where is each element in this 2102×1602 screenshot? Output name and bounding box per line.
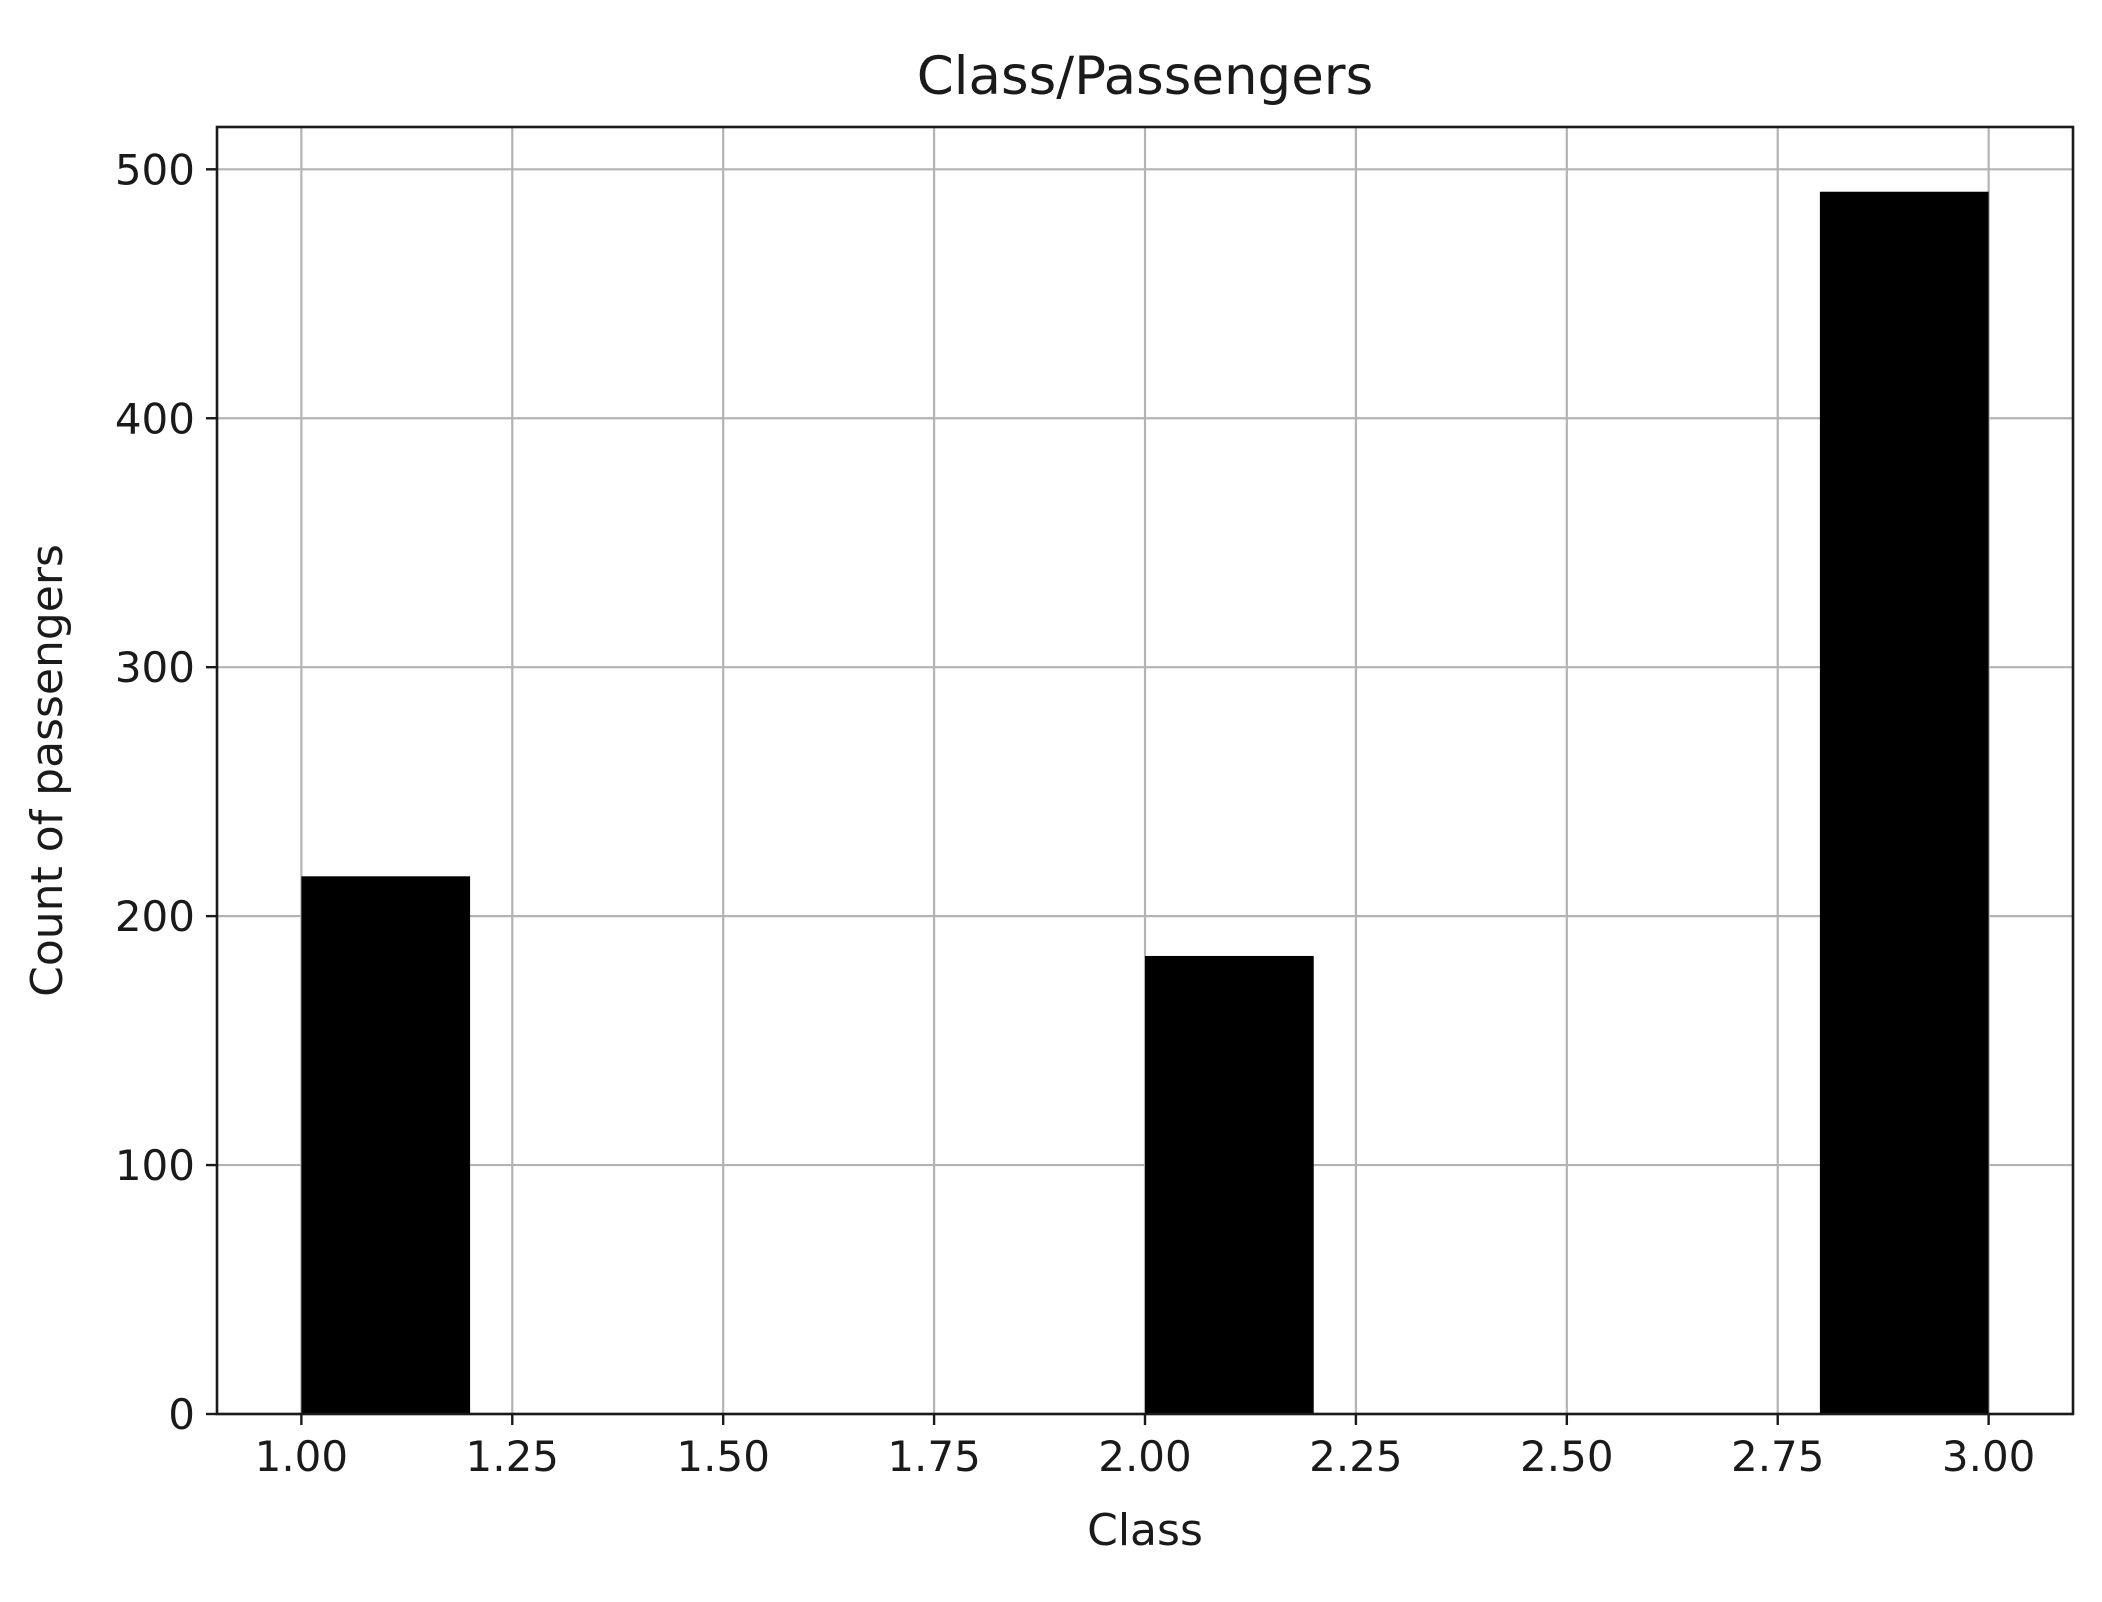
chart-title: Class/Passengers [917,46,1373,107]
x-tick-label: 3.00 [1942,1432,2036,1481]
histogram-bar [301,876,471,1414]
y-tick-label: 0 [168,1390,195,1439]
y-tick-label: 400 [115,394,195,443]
x-tick-label: 1.50 [676,1432,770,1481]
x-tick-label: 2.75 [1731,1432,1825,1481]
y-tick-label: 200 [115,892,195,941]
x-tick-label: 2.00 [1098,1432,1192,1481]
x-tick-label: 1.00 [255,1432,349,1481]
x-tick-label: 1.25 [466,1432,560,1481]
y-tick-label: 300 [115,643,195,692]
y-tick-label: 500 [115,145,195,194]
histogram-bar [1145,955,1314,1414]
y-tick-label: 100 [115,1141,195,1190]
x-axis-title: Class [1087,1505,1203,1556]
y-axis-title: Count of passengers [22,544,73,997]
histogram-bar [1819,191,1989,1415]
x-tick-label: 2.25 [1309,1432,1403,1481]
x-tick-label: 2.50 [1520,1432,1614,1481]
ticks-layer: 1.00 1.25 1.50 1.75 2.00 2.25 2.50 2.75 3.00 0 100… [115,145,2036,1481]
grid-layer [217,127,2073,1416]
x-tick-label: 1.75 [887,1432,981,1481]
bars-layer [301,191,1989,1415]
